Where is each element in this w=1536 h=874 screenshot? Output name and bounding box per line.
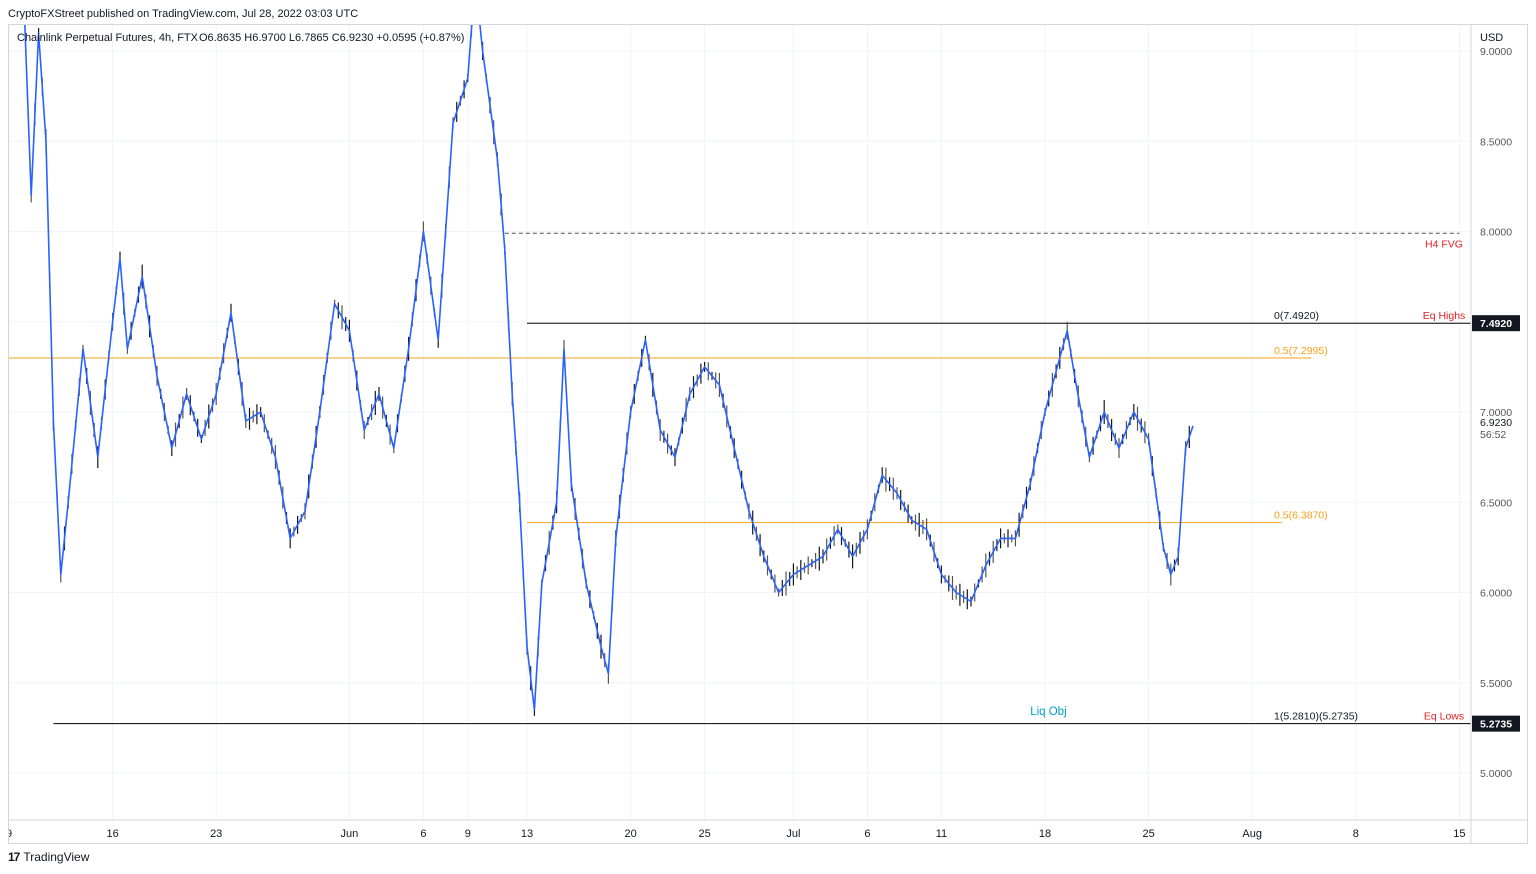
publisher-line: CryptoFXStreet published on TradingView.… (8, 8, 359, 20)
x-tick-label: 15 (1453, 828, 1465, 840)
price-badge-text-eq-highs: 7.4920 (1480, 318, 1512, 330)
price-chart[interactable]: 0(9.3255)0(7.4920)Eq Highs0.5(7.2995)0.5… (9, 25, 1527, 843)
x-tick-label: 25 (1142, 828, 1154, 840)
level-label-mid-lower: 0.5(6.3870) (1274, 510, 1328, 522)
x-tick-label: 13 (521, 828, 533, 840)
axes: Chainlink Perpetual Futures, 4h, FTX O6.… (9, 25, 1527, 843)
y-tick-label: 9.0000 (1480, 46, 1512, 58)
x-tick-label: 20 (624, 828, 636, 840)
level-lines: 0(9.3255)0(7.4920)Eq Highs0.5(7.2995)0.5… (9, 232, 1471, 725)
grid (9, 25, 1471, 820)
chart-title: Chainlink Perpetual Futures, 4h, FTX (17, 32, 199, 44)
level-label-mid-upper: 0.5(7.2995) (1274, 345, 1328, 357)
footer-brand-label: TradingView (23, 850, 90, 864)
x-tick-label: Jul (786, 828, 800, 840)
x-tick-label: 11 (936, 828, 947, 840)
annotations: 1/ RH forms2/ RH Deviation3/ Potential R… (1030, 706, 1066, 718)
y-tick-label: 5.5000 (1480, 678, 1512, 690)
ohlc-readout: O6.8635 H6.9700 L6.7865 C6.9230 +0.0595 … (199, 32, 464, 44)
x-tick-label: 23 (210, 828, 222, 840)
y-tick-label: 5.0000 (1480, 768, 1512, 780)
side-label-range-low: Eq Lows (1424, 711, 1464, 723)
y-tick-label: 8.5000 (1480, 136, 1512, 148)
last-price-label: 6.9230 (1480, 417, 1512, 429)
chart-panel[interactable]: 0(9.3255)0(7.4920)Eq Highs0.5(7.2995)0.5… (8, 24, 1528, 844)
x-tick-label: 6 (420, 828, 426, 840)
price-series (24, 25, 1194, 716)
y-tick-label: 8.0000 (1480, 227, 1512, 239)
y-tick-label: 6.5000 (1480, 497, 1512, 509)
level-label-eq-highs: 0(7.4920) (1274, 310, 1319, 322)
side-label-h4-fvg: H4 FVG (1425, 238, 1463, 250)
x-tick-label: 18 (1039, 828, 1051, 840)
price-badge-range-low (1472, 715, 1520, 732)
price-badge-text-range-low: 5.2735 (1480, 719, 1512, 731)
y-tick-label: 7.0000 (1480, 407, 1512, 419)
annotation-text: Liq Obj (1030, 706, 1066, 718)
x-tick-label: 6 (864, 828, 870, 840)
x-tick-label: Jun (341, 828, 359, 840)
x-tick-label: 25 (698, 828, 710, 840)
bar-countdown: 56:52 (1480, 429, 1506, 441)
x-tick-label: 16 (106, 828, 118, 840)
footer-brand[interactable]: 17 TradingView (8, 850, 89, 864)
side-label-eq-highs: Eq Highs (1423, 310, 1466, 322)
price-line (24, 25, 1194, 711)
tradingview-logo-icon: 17 (8, 850, 20, 864)
level-label-range-low: 1(5.2810)(5.2735) (1274, 711, 1358, 723)
price-badge-eq-highs (1472, 315, 1520, 332)
x-tick-label: 9 (465, 828, 471, 840)
x-tick-label: Aug (1242, 828, 1262, 840)
currency-label: USD (1480, 32, 1503, 44)
x-tick-label: 9 (9, 828, 12, 840)
x-tick-label: 8 (1353, 828, 1359, 840)
y-tick-label: 6.0000 (1480, 588, 1512, 600)
